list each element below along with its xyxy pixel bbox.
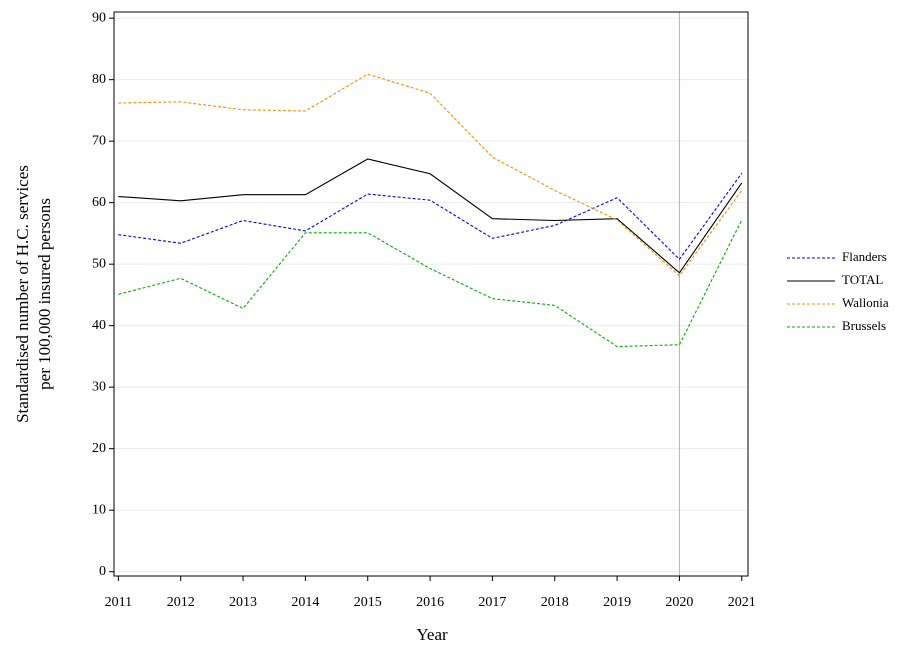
x-axis-title: Year — [416, 625, 448, 644]
y-axis-title-line: Standardised number of H.C. services — [13, 165, 32, 423]
series-line — [118, 219, 743, 348]
y-tick-label: 60 — [92, 195, 106, 210]
x-tick-label: 2018 — [541, 595, 569, 610]
x-tick-label: 2016 — [416, 595, 444, 610]
x-tick-label: 2013 — [229, 595, 257, 610]
y-tick-label: 40 — [92, 318, 106, 333]
series-line — [118, 158, 743, 274]
y-tick-label: 10 — [92, 502, 106, 517]
y-tick-label: 20 — [92, 441, 106, 456]
series-line — [118, 73, 743, 277]
y-axis-title-line: per 100,000 insured persons — [35, 198, 54, 390]
y-tick-label: 50 — [92, 256, 106, 271]
legend-label: Wallonia — [842, 295, 889, 310]
y-axis-title: Standardised number of H.C. services per… — [13, 165, 54, 423]
x-tick-label: 2017 — [478, 595, 506, 610]
y-tick-label: 80 — [92, 72, 106, 87]
x-tick-label: 2014 — [291, 595, 319, 610]
series-line — [118, 172, 743, 261]
y-tick-label: 70 — [92, 133, 106, 148]
legend-label: Flanders — [842, 249, 887, 264]
y-tick-label: 90 — [92, 10, 106, 25]
y-tick-label: 0 — [99, 564, 106, 579]
legend-label: TOTAL — [842, 272, 883, 287]
x-tick-label: 2021 — [728, 595, 756, 610]
x-tick-label: 2012 — [167, 595, 195, 610]
x-tick-label: 2015 — [354, 595, 382, 610]
y-tick-label: 30 — [92, 379, 106, 394]
x-tick-label: 2011 — [105, 595, 132, 610]
plot-frame — [113, 11, 749, 577]
x-tick-label: 2019 — [603, 595, 631, 610]
x-tick-label: 2020 — [665, 595, 693, 610]
legend-label: Brussels — [842, 318, 886, 333]
